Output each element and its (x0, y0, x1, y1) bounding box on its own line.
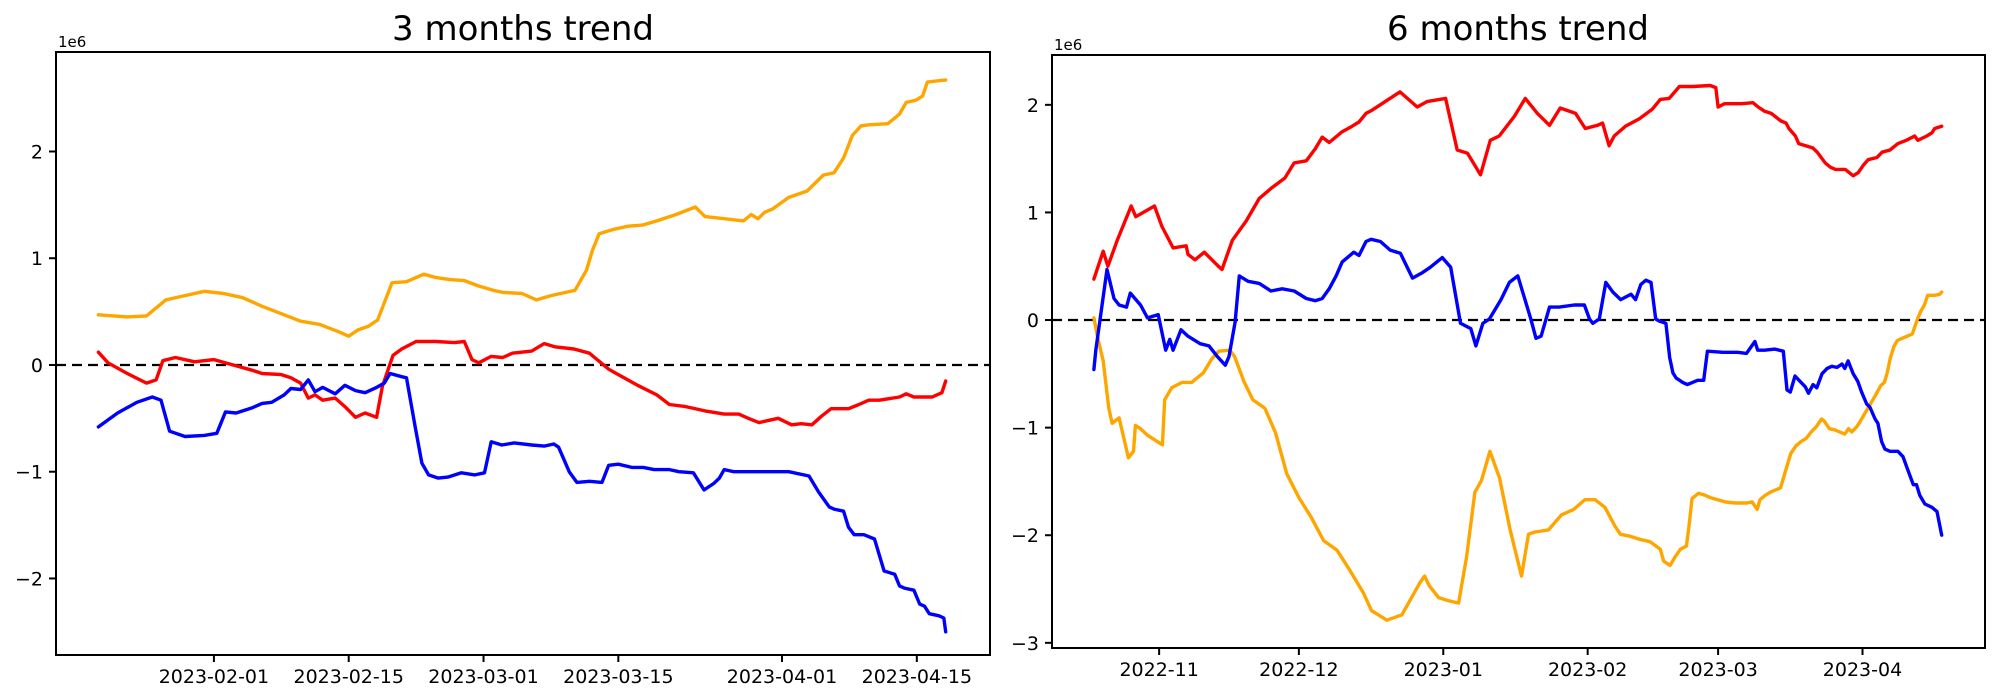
six-months-trend-chart: 2022-11 2022-12 2023-01 2023-02 2023-03 2023-… (1011, 54, 1986, 681)
x-tick-label: 2022-12 (1259, 659, 1338, 681)
axes-frame (1051, 54, 1986, 649)
x-tick-label: 2023-04-01 (727, 666, 837, 688)
series-line-blue (1092, 237, 1944, 537)
left-chart-title: 3 months trend (392, 9, 654, 49)
x-tick-label: 2022-11 (1119, 659, 1198, 681)
x-tick-label: 2023-02-01 (159, 666, 269, 688)
axes-frame (55, 51, 991, 656)
series-line-red (96, 339, 948, 427)
y-tick-label: −1 (15, 462, 43, 484)
y-tick-label: 1 (1027, 202, 1039, 224)
x-tick-label: 2023-02-15 (294, 666, 404, 688)
y-tick-label: 0 (1027, 310, 1039, 332)
x-tick-label: 2023-03-15 (563, 666, 673, 688)
right-chart-title: 6 months trend (1387, 9, 1649, 49)
y-tick-label: −2 (1011, 525, 1039, 547)
y-tick-label: 0 (31, 355, 43, 377)
left-chart-offset-label: 1e6 (58, 33, 86, 51)
x-tick-label: 2023-04 (1823, 659, 1902, 681)
series-line-orange (1092, 290, 1944, 622)
y-tick-label: −2 (15, 568, 43, 590)
x-tick-label: 2023-04-15 (862, 666, 972, 688)
x-tick-label: 2023-03-01 (428, 666, 538, 688)
series-line-orange (96, 78, 948, 338)
three-months-trend-chart: 2023-02-01 2023-02-15 2023-03-01 2023-03-15… (15, 51, 991, 688)
y-tick-label: −1 (1011, 418, 1039, 440)
y-tick-label: 2 (31, 141, 43, 163)
y-tick-label: −3 (1011, 633, 1039, 655)
y-tick-label: 2 (1027, 95, 1039, 117)
plot-area (1052, 55, 1985, 648)
series-line-blue (96, 371, 948, 634)
y-tick-label: 1 (31, 248, 43, 270)
right-chart-offset-label: 1e6 (1054, 36, 1082, 54)
series-line-red (1092, 83, 1944, 281)
x-tick-label: 2023-01 (1404, 659, 1483, 681)
x-tick-label: 2023-03 (1678, 659, 1757, 681)
x-tick-label: 2023-02 (1548, 659, 1627, 681)
